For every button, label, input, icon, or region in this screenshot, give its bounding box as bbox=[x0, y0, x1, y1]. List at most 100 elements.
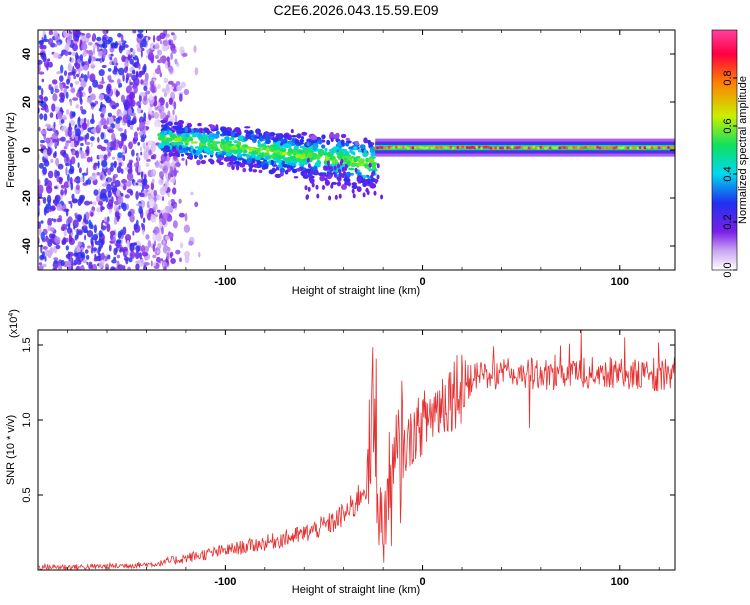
noise-blob bbox=[139, 258, 145, 267]
noise-blob bbox=[113, 247, 118, 256]
noise-blob bbox=[137, 33, 144, 39]
noise-blob bbox=[107, 112, 113, 118]
tone-blob bbox=[522, 146, 526, 150]
signal-blob bbox=[203, 155, 207, 158]
signal-blob bbox=[296, 168, 301, 172]
noise-blob bbox=[120, 168, 124, 175]
noise-blob bbox=[121, 151, 126, 155]
noise-blob bbox=[91, 263, 98, 270]
signal-blob bbox=[272, 137, 277, 143]
y-tick-label: 40 bbox=[21, 48, 33, 60]
tone-blob bbox=[579, 146, 583, 150]
noise-blob bbox=[40, 130, 47, 135]
noise-blob bbox=[60, 64, 64, 74]
noise-blob bbox=[145, 120, 151, 125]
noise-blob bbox=[126, 188, 133, 194]
noise-blob bbox=[72, 97, 79, 101]
noise-blob bbox=[90, 247, 94, 254]
noise-blob bbox=[86, 156, 91, 163]
noise-blob bbox=[48, 61, 53, 68]
signal-blob bbox=[223, 156, 231, 162]
tone-blob bbox=[589, 146, 593, 150]
noise-blob bbox=[161, 88, 167, 93]
noise-blob bbox=[160, 227, 164, 235]
signal-blob bbox=[186, 155, 193, 160]
svg-text:(x104): (x104) bbox=[8, 309, 20, 338]
noise-blob bbox=[171, 48, 177, 54]
signal-blob bbox=[338, 151, 344, 157]
colorbar-tick-label: 0.6 bbox=[722, 118, 734, 133]
noise-blob bbox=[124, 194, 130, 199]
noise-blob bbox=[188, 240, 194, 246]
noise-blob bbox=[93, 257, 98, 262]
noise-blob bbox=[38, 162, 44, 169]
snr-multiplier-exp: 4 bbox=[8, 313, 15, 317]
y-tick-label: -20 bbox=[21, 190, 33, 206]
signal-blob bbox=[277, 140, 281, 144]
tone-blob bbox=[475, 145, 479, 149]
noise-blob bbox=[92, 79, 99, 88]
noise-blob bbox=[55, 244, 61, 250]
noise-blob bbox=[93, 224, 97, 234]
noise-blob bbox=[115, 211, 119, 215]
noise-blob bbox=[59, 75, 64, 82]
noise-blob bbox=[96, 195, 100, 202]
noise-blob bbox=[129, 250, 136, 259]
noise-blob bbox=[75, 135, 79, 142]
noise-blob bbox=[101, 48, 107, 55]
tone-blob bbox=[447, 146, 451, 150]
tone-blob bbox=[468, 146, 472, 150]
signal-blob bbox=[286, 164, 291, 169]
tone-blob bbox=[572, 145, 576, 149]
noise-blob bbox=[184, 212, 188, 222]
noise-blob bbox=[118, 143, 123, 149]
noise-blob bbox=[126, 172, 134, 182]
noise-blob bbox=[154, 161, 160, 169]
noise-blob bbox=[138, 70, 146, 76]
noise-blob bbox=[122, 226, 127, 236]
signal-blob bbox=[351, 162, 357, 167]
signal-tail bbox=[370, 174, 374, 180]
noise-blob bbox=[103, 124, 108, 130]
tone-blob bbox=[671, 146, 675, 150]
noise-blob bbox=[39, 143, 44, 147]
signal-tail bbox=[354, 167, 358, 173]
signal-tail bbox=[305, 194, 309, 200]
tone-blob bbox=[390, 146, 394, 150]
noise-blob bbox=[42, 196, 47, 204]
noise-blob bbox=[112, 69, 118, 75]
noise-blob bbox=[121, 179, 128, 184]
noise-blob bbox=[111, 132, 116, 142]
noise-blob bbox=[81, 42, 88, 51]
signal-blob bbox=[351, 184, 358, 189]
noise-blob bbox=[53, 52, 59, 59]
noise-blob bbox=[84, 200, 91, 206]
noise-blob bbox=[70, 141, 75, 148]
noise-blob bbox=[80, 73, 84, 79]
signal-blob bbox=[288, 134, 292, 139]
noise-blob bbox=[179, 257, 182, 263]
signal-blob bbox=[237, 135, 244, 141]
signal-blob bbox=[367, 139, 371, 145]
noise-blob bbox=[92, 247, 98, 252]
noise-blob bbox=[147, 192, 151, 197]
noise-blob bbox=[53, 257, 59, 261]
noise-blob bbox=[53, 260, 59, 264]
signal-blob bbox=[264, 134, 272, 141]
noise-blob bbox=[67, 51, 72, 56]
noise-blob bbox=[98, 93, 105, 101]
signal-blob bbox=[301, 131, 308, 136]
noise-blob bbox=[127, 211, 132, 217]
signal-blob bbox=[368, 158, 375, 164]
y-tick-label: 1.0 bbox=[21, 412, 33, 427]
noise-blob bbox=[38, 223, 41, 229]
noise-blob bbox=[92, 33, 96, 41]
signal-blob bbox=[209, 124, 216, 130]
noise-blob bbox=[67, 63, 72, 72]
noise-blob bbox=[85, 179, 89, 185]
colorbar-tick-label: 0.0 bbox=[722, 262, 734, 277]
signal-blob bbox=[345, 140, 352, 144]
signal-tail bbox=[338, 193, 342, 199]
noise-blob bbox=[113, 216, 118, 225]
